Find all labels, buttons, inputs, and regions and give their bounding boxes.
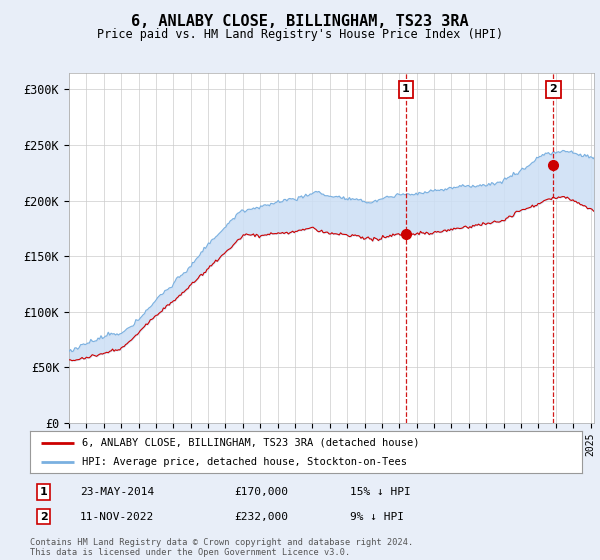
Text: 2: 2 (40, 512, 47, 522)
Text: 11-NOV-2022: 11-NOV-2022 (80, 512, 154, 522)
Text: Price paid vs. HM Land Registry's House Price Index (HPI): Price paid vs. HM Land Registry's House … (97, 28, 503, 41)
Text: 9% ↓ HPI: 9% ↓ HPI (350, 512, 404, 522)
Text: £232,000: £232,000 (234, 512, 288, 522)
Text: £170,000: £170,000 (234, 487, 288, 497)
Text: 1: 1 (402, 85, 410, 95)
Text: 15% ↓ HPI: 15% ↓ HPI (350, 487, 411, 497)
Text: 23-MAY-2014: 23-MAY-2014 (80, 487, 154, 497)
Text: HPI: Average price, detached house, Stockton-on-Tees: HPI: Average price, detached house, Stoc… (82, 457, 407, 467)
Text: 2: 2 (550, 85, 557, 95)
Text: Contains HM Land Registry data © Crown copyright and database right 2024.
This d: Contains HM Land Registry data © Crown c… (30, 538, 413, 557)
Text: 1: 1 (40, 487, 47, 497)
Text: 6, ANLABY CLOSE, BILLINGHAM, TS23 3RA: 6, ANLABY CLOSE, BILLINGHAM, TS23 3RA (131, 14, 469, 29)
Text: 6, ANLABY CLOSE, BILLINGHAM, TS23 3RA (detached house): 6, ANLABY CLOSE, BILLINGHAM, TS23 3RA (d… (82, 438, 420, 448)
